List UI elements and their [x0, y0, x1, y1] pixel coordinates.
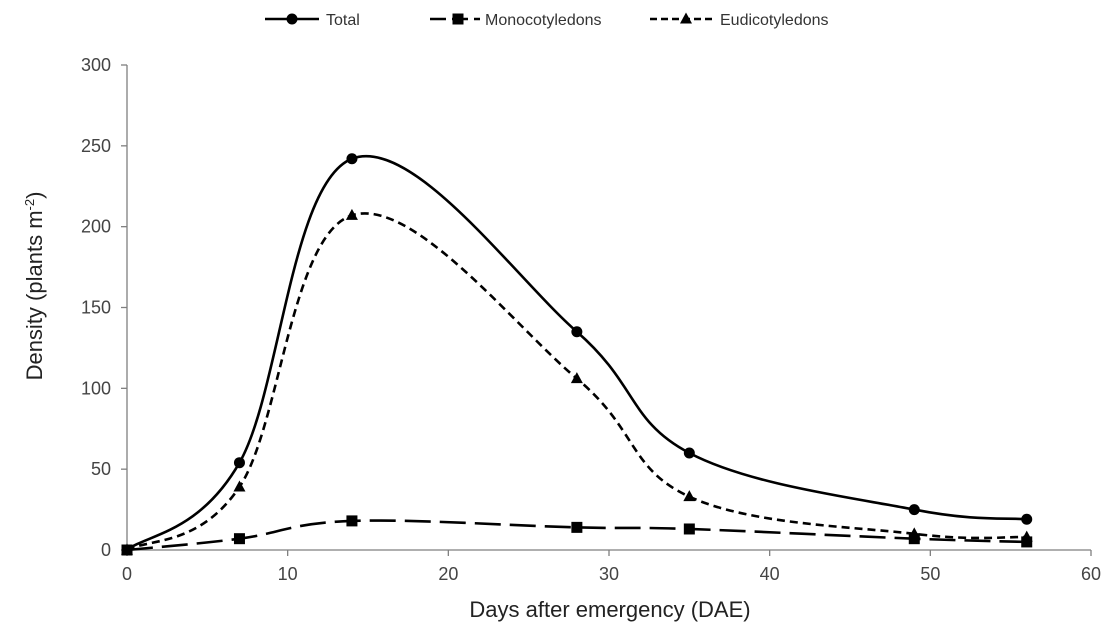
series-line: [126, 212, 1027, 552]
legend-label: Total: [326, 12, 360, 29]
chart-axes: [126, 65, 1091, 551]
x-tick-label: 50: [920, 564, 940, 584]
data-point: [908, 527, 921, 539]
y-axis-title-main: Density (plants m: [22, 210, 47, 380]
data-point: [683, 523, 695, 535]
chart-ticks: 0 50 100 150 200 250 300 0 10 20 30 40 50 60: [81, 55, 1101, 584]
legend-label: Eudicotyledons: [720, 12, 829, 29]
data-point: [570, 372, 583, 384]
data-point: [346, 515, 358, 527]
legend-label: Monocotyledons: [485, 12, 602, 29]
legend-marker: [680, 12, 692, 24]
x-tick-label: 0: [122, 564, 132, 584]
x-tick-label: 60: [1081, 564, 1101, 584]
data-point: [233, 480, 246, 492]
y-tick-label: 50: [91, 459, 111, 479]
legend-item-monocotyledons: Monocotyledons: [430, 12, 602, 29]
y-tick-label: 300: [81, 55, 111, 75]
y-axis-title-superscript: -2: [22, 199, 37, 211]
data-point: [908, 533, 920, 545]
series-total: [121, 153, 1033, 556]
series-line: [126, 155, 1027, 552]
y-tick-label: 0: [101, 540, 111, 560]
data-point: [121, 543, 133, 555]
x-tick-label: 30: [599, 564, 619, 584]
legend-marker: [452, 13, 464, 25]
x-tick-label: 40: [760, 564, 780, 584]
data-point: [1021, 513, 1033, 525]
data-point: [1020, 530, 1033, 542]
chart-series: [121, 153, 1033, 556]
y-tick-label: 150: [81, 298, 111, 318]
data-point: [233, 533, 245, 545]
data-point: [683, 447, 695, 459]
data-point: [571, 521, 583, 533]
data-point: [571, 326, 583, 338]
data-point: [345, 208, 358, 220]
data-point: [908, 504, 920, 516]
data-point: [683, 490, 696, 502]
x-tick-label: 20: [438, 564, 458, 584]
legend-item-total: Total: [265, 12, 360, 29]
data-point: [1021, 536, 1033, 548]
y-axis-title: Density (plants m-2): [22, 192, 47, 381]
y-tick-label: 200: [81, 217, 111, 237]
data-point: [346, 153, 358, 165]
x-axis-title: Days after emergency (DAE): [469, 597, 750, 622]
y-tick-label: 100: [81, 378, 111, 398]
legend-marker: [286, 13, 298, 25]
data-point: [233, 457, 245, 469]
chart-legend: Total Monocotyledons Eudicotyledons: [265, 12, 829, 29]
y-axis-title-close: ): [22, 192, 47, 199]
legend-item-eudicotyledons: Eudicotyledons: [650, 12, 829, 29]
series-line: [126, 519, 1027, 552]
x-tick-label: 10: [278, 564, 298, 584]
y-tick-label: 250: [81, 136, 111, 156]
series-eudicotyledons: [121, 208, 1033, 555]
